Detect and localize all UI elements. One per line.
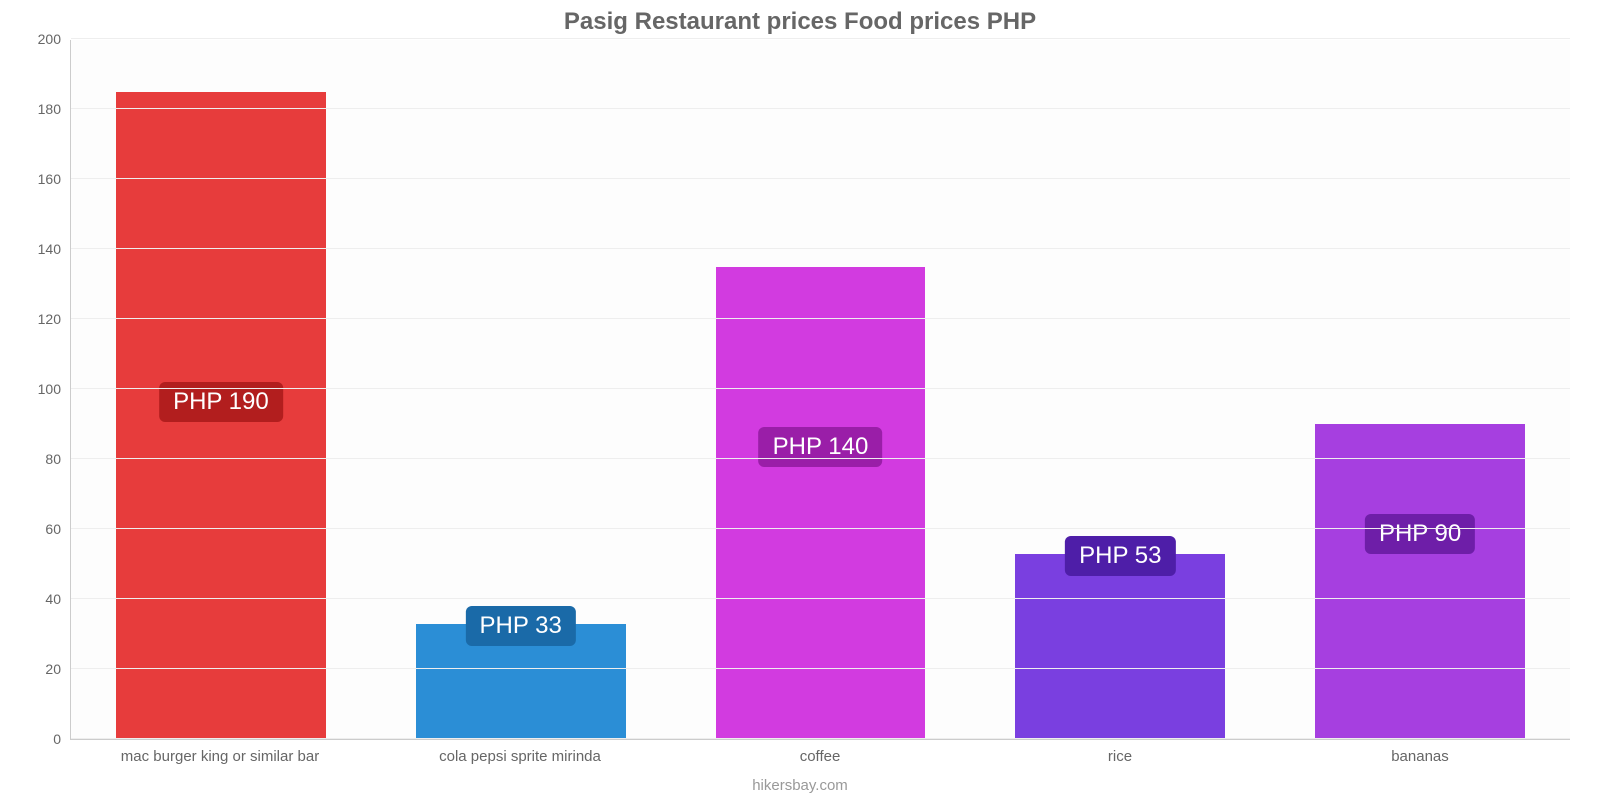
y-tick-label: 80 (45, 451, 71, 467)
gridline (71, 668, 1570, 669)
gridline (71, 528, 1570, 529)
y-tick-label: 180 (38, 101, 71, 117)
y-tick-label: 20 (45, 661, 71, 677)
x-axis-labels: mac burger king or similar barcola pepsi… (70, 742, 1570, 770)
gridline (71, 738, 1570, 739)
bar-slot: PHP 53 (970, 40, 1270, 739)
gridline (71, 108, 1570, 109)
x-axis-label: cola pepsi sprite mirinda (370, 742, 670, 770)
gridline (71, 318, 1570, 319)
bar-slot: PHP 140 (671, 40, 971, 739)
value-badge: PHP 53 (1065, 536, 1175, 576)
y-tick-label: 100 (38, 381, 71, 397)
y-tick-label: 60 (45, 521, 71, 537)
chart-title: Pasig Restaurant prices Food prices PHP (0, 0, 1600, 36)
y-tick-label: 40 (45, 591, 71, 607)
value-badge: PHP 140 (759, 427, 883, 467)
bar: PHP 190 (116, 92, 326, 739)
y-tick-label: 0 (53, 731, 71, 747)
x-axis-label: rice (970, 742, 1270, 770)
gridline (71, 248, 1570, 249)
bars-row: PHP 190 PHP 33 PHP 140 PHP 53 PHP 90 (71, 40, 1570, 739)
bar: PHP 90 (1315, 424, 1525, 739)
attribution-text: hikersbay.com (0, 777, 1600, 794)
bar-slot: PHP 190 (71, 40, 371, 739)
y-tick-label: 120 (38, 311, 71, 327)
y-tick-label: 160 (38, 171, 71, 187)
x-axis-label: mac burger king or similar bar (70, 742, 370, 770)
gridline (71, 458, 1570, 459)
bar: PHP 53 (1015, 554, 1225, 739)
x-axis-label: coffee (670, 742, 970, 770)
gridline (71, 178, 1570, 179)
gridline (71, 388, 1570, 389)
bar-slot: PHP 90 (1270, 40, 1570, 739)
y-tick-label: 200 (38, 31, 71, 47)
plot-area: PHP 190PHP 33PHP 140PHP 53PHP 90 0204060… (70, 40, 1570, 740)
value-badge: PHP 90 (1365, 514, 1475, 554)
y-tick-label: 140 (38, 241, 71, 257)
bar-slot: PHP 33 (371, 40, 671, 739)
chart-container: Pasig Restaurant prices Food prices PHP … (0, 0, 1600, 800)
x-axis-label: bananas (1270, 742, 1570, 770)
bar: PHP 33 (416, 624, 626, 739)
gridline (71, 38, 1570, 39)
value-badge: PHP 33 (466, 606, 576, 646)
gridline (71, 598, 1570, 599)
